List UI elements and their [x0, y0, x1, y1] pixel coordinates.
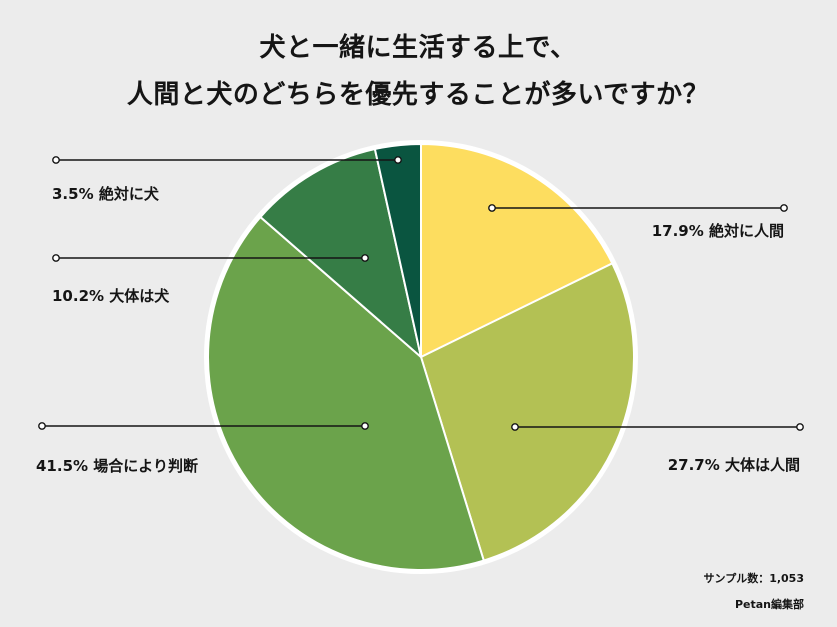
- pie-slice-4: [259, 147, 423, 360]
- leader-dot-3-inner: [361, 422, 369, 430]
- pie-slices: [204, 140, 638, 574]
- leader-dot-2-outer: [796, 423, 804, 431]
- pie-slice-2: [419, 262, 635, 562]
- leader-dot-4-inner: [361, 254, 369, 262]
- chart-title-line-1: 犬と一緒に生活する上で、: [260, 32, 577, 63]
- sample-size-note: サンプル数：1,053: [704, 571, 804, 585]
- leader-dot-4-outer: [52, 254, 60, 262]
- pie-slice-3: [207, 215, 486, 571]
- slice-label-2: 27.7% 大体は人間: [668, 456, 800, 474]
- slice-label-5: 3.5% 絶対に犬: [52, 185, 160, 203]
- slice-label-4: 10.2% 大体は犬: [52, 287, 170, 305]
- leader-dot-5-outer: [52, 156, 60, 164]
- pie-outline: [204, 140, 638, 574]
- leader-dot-3-outer: [38, 422, 46, 430]
- leader-dot-2-inner: [511, 423, 519, 431]
- slice-label-3: 41.5% 場合により判断: [36, 457, 198, 475]
- leader-dot-1-outer: [780, 204, 788, 212]
- leader-dot-5-inner: [394, 156, 402, 164]
- slice-label-1: 17.9% 絶対に人間: [652, 222, 784, 240]
- pie-callouts: 17.9% 絶対に人間 27.7% 大体は人間 41.5% 場合により判断 10.2%…: [36, 156, 804, 475]
- leader-dot-1-inner: [488, 204, 496, 212]
- source-note: Petan編集部: [735, 597, 804, 611]
- pie-slice-1: [420, 142, 614, 359]
- chart-title-line-2: 人間と犬のどちらを優先することが多いですか？: [127, 79, 709, 110]
